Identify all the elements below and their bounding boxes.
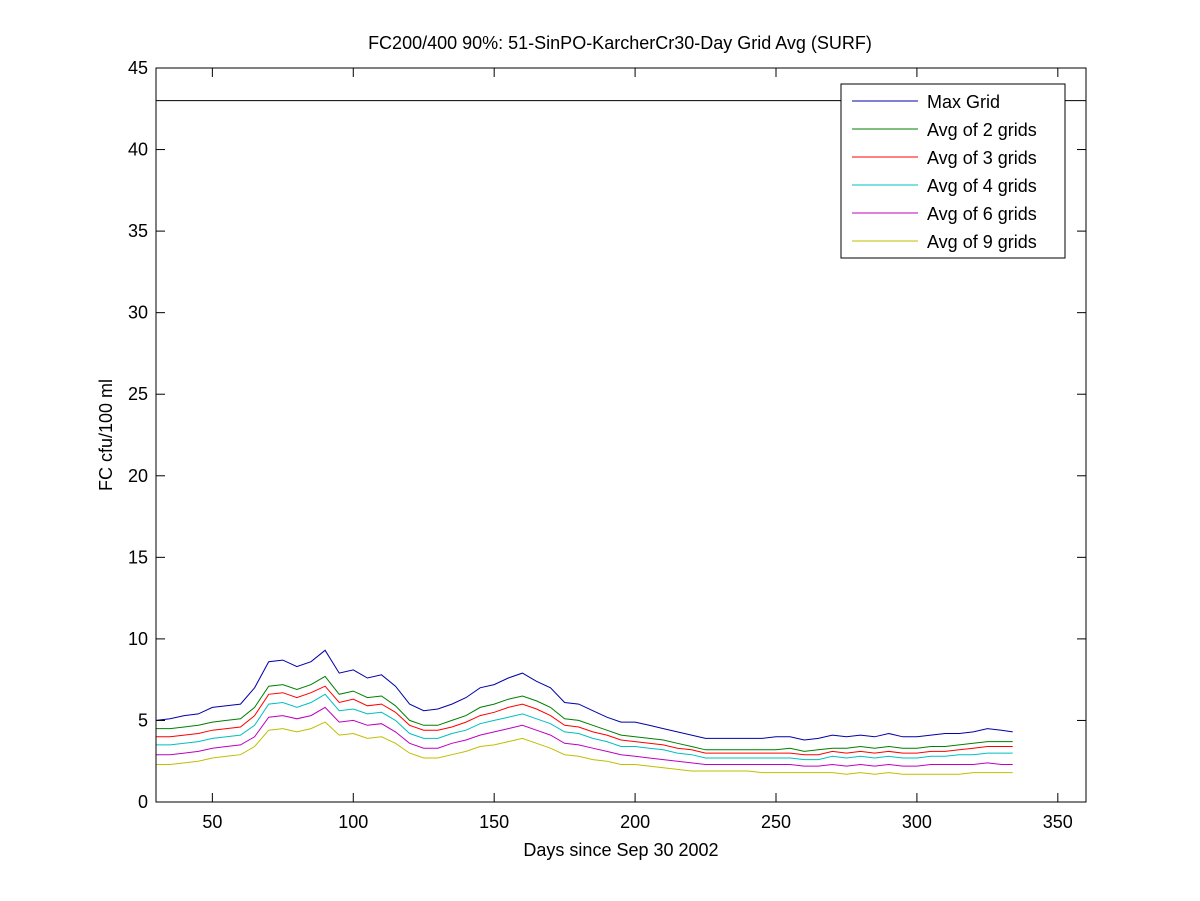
series-line-1 [155, 649, 1013, 741]
tick-layer: 50 100 150 200 250 300 350 0 5 10 15 20 25 30 35 40 45 [128, 58, 1086, 832]
y-tick-label: 10 [128, 629, 148, 649]
x-tick-label: 300 [902, 812, 932, 832]
x-tick-label: 150 [479, 812, 509, 832]
legend-label-5: Avg of 6 grids [927, 204, 1037, 224]
y-tick-label: 45 [128, 58, 148, 78]
series-line-3 [156, 685, 1013, 756]
y-axis-label: FC cfu/100 ml [96, 379, 116, 491]
x-tick-label: 100 [338, 812, 368, 832]
series-line-2 [156, 675, 1013, 752]
legend-box [840, 83, 1066, 259]
y-tick-label: 5 [138, 710, 148, 730]
x-tick-label: 50 [202, 812, 222, 832]
series-line-5 [156, 706, 1013, 767]
y-tick-label: 35 [128, 221, 148, 241]
series-line-6 [156, 721, 1013, 775]
y-tick-label: 15 [128, 547, 148, 567]
legend: Max Grid Avg of 2 grids Avg of 3 grids Avg … [840, 83, 1066, 259]
y-tick-label: 25 [128, 384, 148, 404]
y-tick-label: 40 [128, 140, 148, 160]
legend-label-4: Avg of 4 grids [927, 176, 1037, 196]
plot-frame [155, 67, 1087, 803]
y-tick-label: 20 [128, 466, 148, 486]
x-tick-label: 200 [620, 812, 650, 832]
chart-title: FC200/400 90%: 51-SinPO-KarcherCr30-Day … [368, 33, 872, 53]
y-tick-label: 30 [128, 303, 148, 323]
series-line-4 [156, 693, 1013, 761]
series-layer [155, 649, 1013, 775]
legend-label-3: Avg of 3 grids [927, 148, 1037, 168]
legend-label-1: Max Grid [927, 92, 1000, 112]
x-tick-label: 250 [761, 812, 791, 832]
x-axis-label: Days since Sep 30 2002 [523, 840, 718, 860]
legend-label-6: Avg of 9 grids [927, 232, 1037, 252]
legend-label-2: Avg of 2 grids [927, 120, 1037, 140]
y-tick-label: 0 [138, 792, 148, 812]
x-tick-label: 350 [1043, 812, 1073, 832]
